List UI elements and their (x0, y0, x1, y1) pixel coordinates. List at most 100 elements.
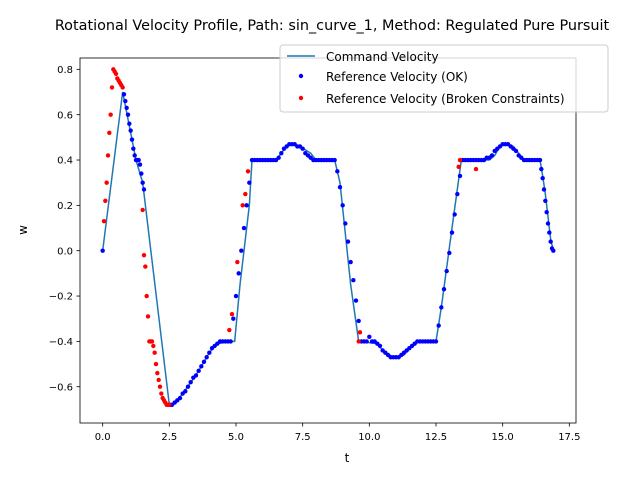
reference-broken-point (157, 384, 163, 389)
reference-ok-point (447, 250, 452, 256)
reference-broken-point (108, 112, 113, 117)
x-tick-label: 5.0 (228, 432, 244, 443)
reference-ok-point (377, 343, 383, 349)
x-tick-label: 15.0 (492, 432, 514, 443)
reference-ok-point (356, 318, 361, 324)
reference-ok-point (140, 180, 145, 185)
reference-ok-point (449, 230, 455, 235)
reference-ok-point (541, 187, 547, 192)
reference-ok-point (457, 173, 463, 179)
reference-broken-point (151, 343, 156, 349)
reference-ok-point (247, 180, 252, 185)
reference-ok-point (136, 157, 141, 163)
reference-ok-point (139, 171, 144, 176)
reference-broken-point (155, 370, 160, 376)
y-tick-label: 0.6 (57, 110, 73, 121)
reference-ok-point (340, 203, 345, 208)
reference-ok-point (199, 364, 204, 369)
reference-ok-point (185, 384, 191, 389)
reference-broken-point (153, 361, 159, 367)
reference-ok-point (545, 221, 551, 226)
reference-ok-point (233, 293, 239, 299)
reference-ok-point (236, 271, 241, 276)
reference-broken-point (113, 71, 119, 77)
reference-broken-point (103, 198, 108, 204)
y-tick-label: 0.8 (57, 65, 73, 76)
reference-ok-point (540, 175, 545, 181)
reference-ok-point (193, 373, 199, 378)
y-tick-label: −0.4 (49, 337, 73, 348)
reference-ok-point (543, 198, 548, 204)
y-tick-label: 0.0 (57, 246, 73, 257)
reference-ok-point (367, 334, 372, 340)
reference-ok-point (353, 298, 359, 303)
reference-ok-point (537, 157, 543, 163)
reference-ok-point (125, 112, 131, 117)
reference-ok-point (335, 169, 340, 174)
reference-ok-point (279, 151, 284, 156)
y-tick-label: −0.6 (49, 382, 73, 393)
reference-ok-point (548, 239, 553, 244)
y-axis-label: w (16, 225, 30, 235)
reference-ok-point (239, 248, 244, 253)
reference-ok-point (241, 225, 247, 231)
reference-ok-point (231, 316, 236, 321)
reference-broken-point (145, 314, 151, 319)
reference-ok-point (351, 277, 356, 283)
reference-ok-point (539, 166, 544, 172)
reference-broken-point (101, 219, 107, 224)
reference-ok-point (228, 339, 233, 344)
reference-ok-point (551, 248, 556, 253)
reference-ok-point (513, 148, 519, 154)
x-tick-label: 17.5 (558, 432, 580, 443)
reference-ok-point (452, 212, 457, 217)
legend-swatch-reference-ok (298, 73, 304, 79)
reference-broken-point (152, 350, 157, 355)
reference-broken-point (357, 330, 363, 335)
reference-broken-point (141, 253, 147, 258)
reference-ok-point (244, 203, 249, 208)
reference-ok-point (439, 305, 444, 310)
reference-ok-point (128, 128, 133, 133)
reference-ok-point (123, 98, 128, 104)
reference-broken-point (143, 264, 148, 269)
reference-broken-point (156, 377, 161, 383)
reference-broken-point (243, 191, 248, 197)
reference-ok-point (441, 287, 447, 292)
reference-ok-point (204, 355, 209, 360)
legend-label-reference-broken: Reference Velocity (Broken Constraints) (326, 92, 565, 106)
reference-ok-point (129, 137, 135, 142)
x-tick-label: 2.5 (161, 432, 177, 443)
legend-label-reference-ok: Reference Velocity (OK) (326, 70, 468, 84)
reference-broken-point (104, 180, 109, 185)
reference-broken-point (457, 157, 463, 163)
reference-ok-point (177, 395, 183, 401)
reference-ok-point (337, 185, 343, 190)
reference-ok-point (183, 389, 188, 394)
reference-ok-point (137, 162, 143, 167)
reference-ok-point (489, 153, 495, 158)
reference-ok-point (433, 339, 439, 344)
reference-broken-point (227, 327, 232, 333)
reference-broken-point (149, 339, 155, 344)
reference-ok-point (121, 92, 127, 97)
reference-ok-point (348, 259, 353, 265)
reference-ok-point (196, 368, 201, 374)
reference-broken-point (473, 166, 479, 172)
legend-label-command-velocity: Command Velocity (326, 50, 439, 64)
reference-ok-point (100, 248, 105, 253)
reference-broken-point (120, 85, 125, 90)
y-tick-label: 0.2 (57, 201, 73, 212)
reference-broken-point (245, 169, 251, 174)
x-tick-label: 12.5 (425, 432, 447, 443)
x-tick-label: 10.0 (358, 432, 380, 443)
reference-ok-point (188, 379, 193, 385)
reference-broken-point (456, 164, 461, 170)
reference-ok-point (132, 153, 137, 158)
reference-ok-point (343, 221, 348, 226)
reference-ok-point (131, 146, 136, 151)
reference-ok-point (332, 157, 337, 163)
reference-ok-point (364, 339, 369, 344)
reference-ok-point (127, 121, 132, 126)
